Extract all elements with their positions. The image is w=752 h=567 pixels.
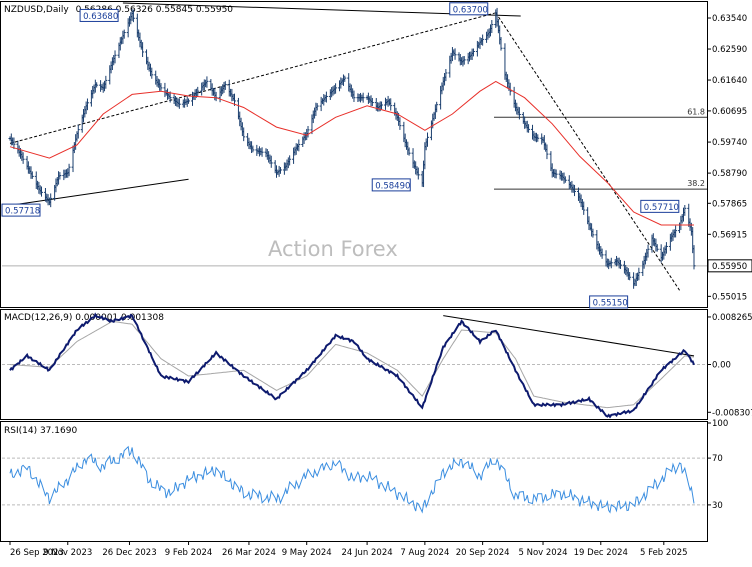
price-label: 0.58490 (375, 181, 410, 191)
chart-ohlc: 0.56286 0.56326 0.55845 0.55950 (76, 5, 234, 15)
price-axis-label: 0.57865 (712, 199, 747, 209)
x-axis-label: 24 Jun 2024 (342, 548, 393, 558)
price-label-layer: 0.57718 0.63680 0.58490 0.63700 0.55150 0.577… (1, 2, 680, 309)
chart-title: NZDUSD,Daily 0.56286 0.56326 0.55845 0.5… (4, 5, 233, 15)
price-axis-label: 0.63540 (712, 14, 747, 24)
macd-main-line (9, 312, 695, 419)
price-label: 0.57710 (644, 203, 679, 213)
price-label-box (640, 199, 680, 213)
rsi-title: RSI(14) 37.1690 (4, 426, 77, 436)
x-axis-label: 5 Nov 2024 (518, 548, 567, 558)
trendline (9, 12, 496, 144)
macd-signal-line (9, 320, 695, 409)
macd-axis-label: 0.00 (712, 361, 731, 371)
price-pane-frame (0, 1, 708, 308)
price-axis-label: 0.62590 (712, 45, 747, 55)
price-label-box (1, 203, 41, 217)
fib-label: 38.2 (687, 179, 705, 188)
chart-symbol: NZDUSD,Daily (4, 5, 69, 15)
moving-average-line (9, 80, 694, 226)
x-axis-label: 26 Dec 2023 (102, 548, 156, 558)
x-axis-label: 26 Mar 2024 (222, 548, 276, 558)
x-axis-label: 9 Nov 2023 (43, 548, 92, 558)
price-axis-label: 0.56915 (712, 230, 747, 240)
x-axis-label: 7 Aug 2024 (400, 548, 449, 558)
price-label-box (589, 295, 629, 309)
current-price-tag-box (707, 259, 752, 273)
price-label: 0.63680 (83, 12, 118, 22)
macd-layer (2, 312, 707, 419)
price-axis-label: 0.58790 (712, 169, 747, 179)
moving-average-layer (9, 80, 694, 226)
x-axis-label: 9 May 2024 (282, 548, 332, 558)
price-axis-label: 0.60695 (712, 107, 747, 117)
x-axis-label: 5 Feb 2025 (640, 548, 688, 558)
watermark: Action Forex (268, 237, 398, 261)
macd-title: MACD(12,26,9) 0.000001 0.001308 (4, 313, 164, 323)
x-axis-label: 9 Feb 2024 (165, 548, 213, 558)
price-axis-label: 0.59740 (712, 138, 747, 148)
rsi-axis-label: 100 (712, 419, 728, 429)
macd-axis-label: -0.008307 (712, 408, 752, 418)
grid-layer: 61.8 38.2 (2, 107, 707, 267)
fib-label: 61.8 (687, 107, 705, 116)
axis-layer: 0.63540 0.62590 0.61640 0.60695 0.59740 0.587… (9, 14, 752, 558)
rsi-line (9, 445, 695, 514)
price-label: 0.55150 (593, 298, 628, 308)
trendline (9, 178, 189, 206)
price-axis-label: 0.55015 (712, 292, 747, 302)
price-axis-label: 0.61640 (712, 76, 747, 86)
macd-axis-label: 0.008265 (712, 313, 752, 323)
price-label: 0.63700 (453, 5, 488, 15)
price-label-box (371, 178, 411, 192)
price-label: 0.57718 (5, 207, 40, 217)
price-label-box (79, 8, 119, 22)
x-axis-label: 19 Dec 2024 (574, 548, 628, 558)
rsi-layer (2, 445, 707, 514)
rsi-axis-label: 30 (712, 501, 723, 511)
trendline (495, 12, 680, 291)
price-bars-layer (8, 7, 696, 289)
rsi-pane-frame (0, 421, 708, 542)
macd-trendline (443, 315, 695, 357)
x-axis-label: 26 Sep 2023 (10, 548, 64, 558)
rsi-axis-label: 70 (712, 454, 723, 464)
price-label-box (449, 2, 489, 16)
x-axis-label: 20 Sep 2024 (456, 548, 510, 558)
current-price-tag: 0.55950 (712, 262, 747, 272)
